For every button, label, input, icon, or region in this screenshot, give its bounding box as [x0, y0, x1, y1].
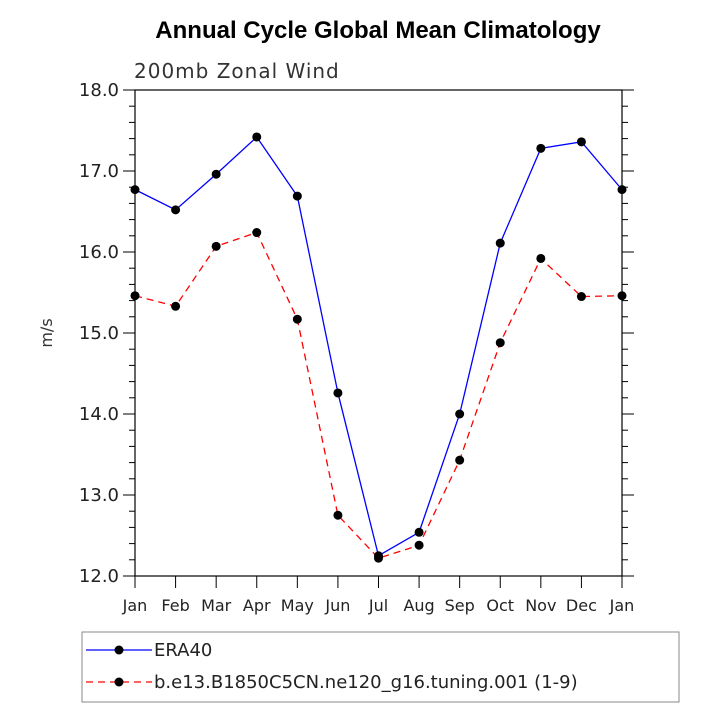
data-point-1 — [617, 291, 627, 301]
x-tick-label: Apr — [243, 596, 271, 615]
x-tick-label: Dec — [566, 596, 597, 615]
legend: ERA40 b.e13.B1850C5CN.ne120_g16.tuning.0… — [81, 631, 680, 703]
y-tick-label: 14.0 — [79, 404, 119, 425]
data-point-0 — [495, 238, 505, 248]
data-point-1 — [171, 301, 181, 311]
data-point-0 — [171, 205, 181, 215]
data-point-1 — [374, 553, 383, 563]
legend-marker-era40 — [114, 645, 124, 655]
x-tick-label: Jun — [324, 596, 350, 615]
x-tick-label: May — [281, 596, 314, 615]
data-point-0 — [252, 132, 262, 142]
x-tick-label: Sep — [445, 596, 475, 615]
x-tick-label: Jan — [609, 596, 635, 615]
data-point-0 — [576, 137, 586, 147]
y-tick-label: 12.0 — [79, 566, 119, 587]
y-axis-ticks: 12.0 13.0 14.0 15.0 16.0 17.0 18.0 — [79, 80, 634, 587]
data-point-1 — [576, 292, 586, 302]
x-tick-label: Jan — [122, 596, 148, 615]
data-point-0 — [455, 409, 465, 419]
x-tick-label: Aug — [403, 596, 434, 615]
y-tick-label: 13.0 — [79, 485, 119, 506]
chart-title: Annual Cycle Global Mean Climatology — [155, 17, 601, 44]
data-point-0 — [617, 185, 627, 195]
legend-box — [81, 631, 680, 703]
x-axis-ticks: Jan Feb Mar Apr May Jun Jul Aug Sep Oct Nov Dec Jan — [122, 576, 635, 615]
legend-label-model: b.e13.B1850C5CN.ne120_g16.tuning.001 (1-… — [154, 672, 578, 693]
series-line-1 — [134, 231, 623, 559]
y-tick-label: 17.0 — [79, 161, 119, 182]
legend-marker-model — [114, 677, 124, 687]
y-tick-label: 16.0 — [79, 242, 119, 263]
y-tick-label: 15.0 — [79, 323, 119, 344]
legend-label-era40: ERA40 — [154, 640, 212, 661]
data-point-0 — [536, 143, 546, 153]
x-tick-label: Oct — [486, 596, 514, 615]
x-tick-label: Jul — [368, 596, 388, 615]
data-point-1 — [495, 338, 505, 348]
data-point-1 — [455, 455, 465, 465]
x-tick-label: Nov — [525, 596, 556, 615]
data-point-0 — [211, 169, 221, 179]
data-point-1 — [333, 510, 343, 520]
data-point-0 — [333, 388, 343, 398]
data-point-1 — [536, 253, 546, 263]
data-point-1 — [130, 291, 140, 301]
data-point-1 — [292, 314, 302, 324]
data-point-0 — [130, 185, 140, 195]
data-point-1 — [252, 228, 262, 238]
series-layer — [130, 132, 627, 563]
x-tick-label: Mar — [201, 596, 232, 615]
y-tick-label: 18.0 — [79, 80, 119, 101]
chart-subtitle: 200mb Zonal Wind — [134, 59, 340, 83]
plot-frame — [134, 89, 623, 577]
data-point-0 — [414, 527, 424, 537]
data-point-1 — [211, 241, 221, 251]
data-point-0 — [292, 191, 302, 201]
y-axis-label: m/s — [37, 318, 56, 347]
series-line-0 — [134, 135, 623, 557]
data-point-1 — [414, 540, 424, 550]
x-tick-label: Feb — [161, 596, 189, 615]
